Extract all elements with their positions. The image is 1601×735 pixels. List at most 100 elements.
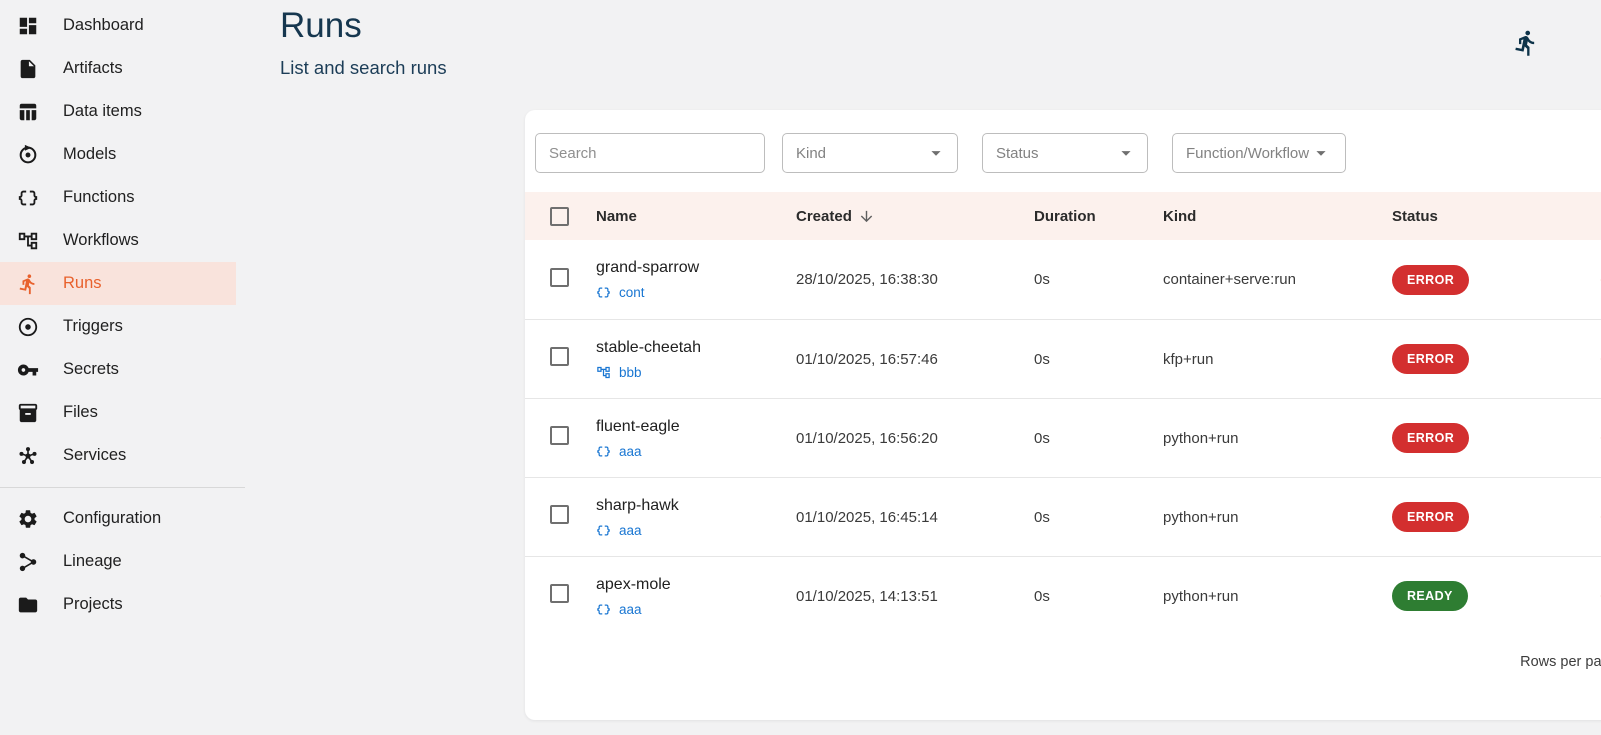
column-header-name[interactable]: Name [596,208,796,225]
run-kind: python+run [1163,509,1392,526]
table-row: apex-mole aaa 01/10/2025, 14:13:510spython… [525,556,1601,635]
run-kind: python+run [1163,430,1392,447]
sidebar-item-secrets[interactable]: Secrets [0,348,245,391]
column-header-duration[interactable]: Duration [1034,208,1163,225]
status-badge: ERROR [1392,265,1469,295]
sidebar-item-label: Runs [63,274,102,293]
rows-per-page-label: Rows per page: [1520,654,1601,670]
pagination: Rows per page: 10 1-5 of 5 [525,635,1601,672]
sidebar-item-label: Services [63,446,126,465]
function-icon [596,523,611,538]
run-name-link[interactable]: fluent-eagle [596,418,796,436]
run-created: 01/10/2025, 14:13:51 [796,588,1034,605]
run-name-link[interactable]: sharp-hawk [596,497,796,515]
chevron-down-icon [925,142,947,164]
page-title: Runs [280,6,362,46]
sidebar-item-label: Dashboard [63,16,144,35]
sidebar-item-lineage[interactable]: Lineage [0,540,245,583]
row-checkbox[interactable] [550,347,569,366]
table-header: Name Created Duration Kind Status [525,192,1601,240]
sidebar-item-label: Projects [63,595,123,614]
table-body: grand-sparrow cont 28/10/2025, 16:38:30 0s c… [525,240,1601,635]
sidebar-item-label: Triggers [63,317,123,336]
column-header-created[interactable]: Created [796,208,1034,225]
run-duration: 0s [1034,430,1163,447]
sidebar-item-services[interactable]: Services [0,434,245,477]
row-checkbox[interactable] [550,426,569,445]
run-duration: 0s [1034,588,1163,605]
sort-descending-icon [858,208,875,225]
run-kind: python+run [1163,588,1392,605]
sidebar-item-label: Models [63,145,116,164]
chevron-down-icon [1115,142,1137,164]
services-icon [17,445,39,467]
run-parent-link[interactable]: cont [619,285,645,300]
sidebar-item-models[interactable]: Models [0,133,245,176]
status-badge: ERROR [1392,423,1469,453]
column-header-kind[interactable]: Kind [1163,208,1392,225]
page-subtitle: List and search runs [280,57,447,79]
select-all-checkbox[interactable] [550,207,569,226]
main-area: Runs List and search runs Kind Status Fu… [245,0,1601,735]
table-row: stable-cheetahbbb01/10/2025, 16:57:460sk… [525,319,1601,398]
sidebar-item-projects[interactable]: Projects [0,583,245,626]
function-icon [596,602,611,617]
runs-card: Kind Status Function/Workflow Name Creat… [525,110,1601,720]
run-name-link[interactable]: grand-sparrow [596,259,796,277]
search-input[interactable] [535,133,765,173]
row-checkbox[interactable] [550,268,569,287]
status-select[interactable]: Status [982,133,1148,173]
sidebar-item-data-items[interactable]: Data items [0,90,245,133]
table-row: grand-sparrowcont28/10/2025, 16:38:300sc… [525,240,1601,319]
sidebar: Dashboard Artifacts Data items Models Functi… [0,0,245,735]
run-duration: 0s [1034,509,1163,526]
sidebar-item-triggers[interactable]: Triggers [0,305,245,348]
run-duration: 0s [1034,351,1163,368]
status-badge: ERROR [1392,502,1469,532]
kind-select[interactable]: Kind [782,133,958,173]
function-icon [17,187,39,209]
runs-page-icon [1512,29,1540,57]
dashboard-icon [17,15,39,37]
function-workflow-label: Function/Workflow [1186,145,1309,162]
secret-icon [17,359,39,381]
run-created: 01/10/2025, 16:45:14 [796,509,1034,526]
runs-page-icon [1512,29,1540,57]
run-parent-link[interactable]: aaa [619,602,642,617]
run-kind: container+serve:run [1163,271,1392,288]
data-items-icon [17,101,39,123]
run-name-link[interactable]: stable-cheetah [596,339,796,357]
run-parent-link[interactable]: bbb [619,365,642,380]
row-checkbox[interactable] [550,584,569,603]
sidebar-item-workflows[interactable]: Workflows [0,219,245,262]
status-badge: ERROR [1392,344,1469,374]
sidebar-main-nav: Dashboard Artifacts Data items Models Functi… [0,4,245,477]
model-icon [17,144,39,166]
run-kind: kfp+run [1163,351,1392,368]
chevron-down-icon [925,142,947,164]
sidebar-item-dashboard[interactable]: Dashboard [0,4,245,47]
run-name-link[interactable]: apex-mole [596,576,796,594]
run-parent-link[interactable]: aaa [619,444,642,459]
sidebar-item-artifacts[interactable]: Artifacts [0,47,245,90]
sidebar-item-label: Secrets [63,360,119,379]
lineage-icon [17,551,39,573]
kind-select-label: Kind [796,145,826,162]
run-parent-link[interactable]: aaa [619,523,642,538]
sidebar-item-label: Artifacts [63,59,123,78]
sidebar-item-functions[interactable]: Functions [0,176,245,219]
sidebar-item-label: Workflows [63,231,139,250]
sidebar-item-runs[interactable]: Runs [0,262,236,305]
function-workflow-select[interactable]: Function/Workflow [1172,133,1346,173]
column-header-status[interactable]: Status [1392,208,1562,225]
trigger-icon [17,316,39,338]
table-row: fluent-eagleaaa01/10/2025, 16:56:200spyt… [525,398,1601,477]
sidebar-item-label: Functions [63,188,135,207]
sidebar-item-configuration[interactable]: Configuration [0,497,245,540]
run-created: 28/10/2025, 16:38:30 [796,271,1034,288]
chevron-down-icon [1310,142,1332,164]
status-badge: READY [1392,581,1468,611]
row-checkbox[interactable] [550,505,569,524]
settings-icon [17,508,39,530]
sidebar-item-files[interactable]: Files [0,391,245,434]
